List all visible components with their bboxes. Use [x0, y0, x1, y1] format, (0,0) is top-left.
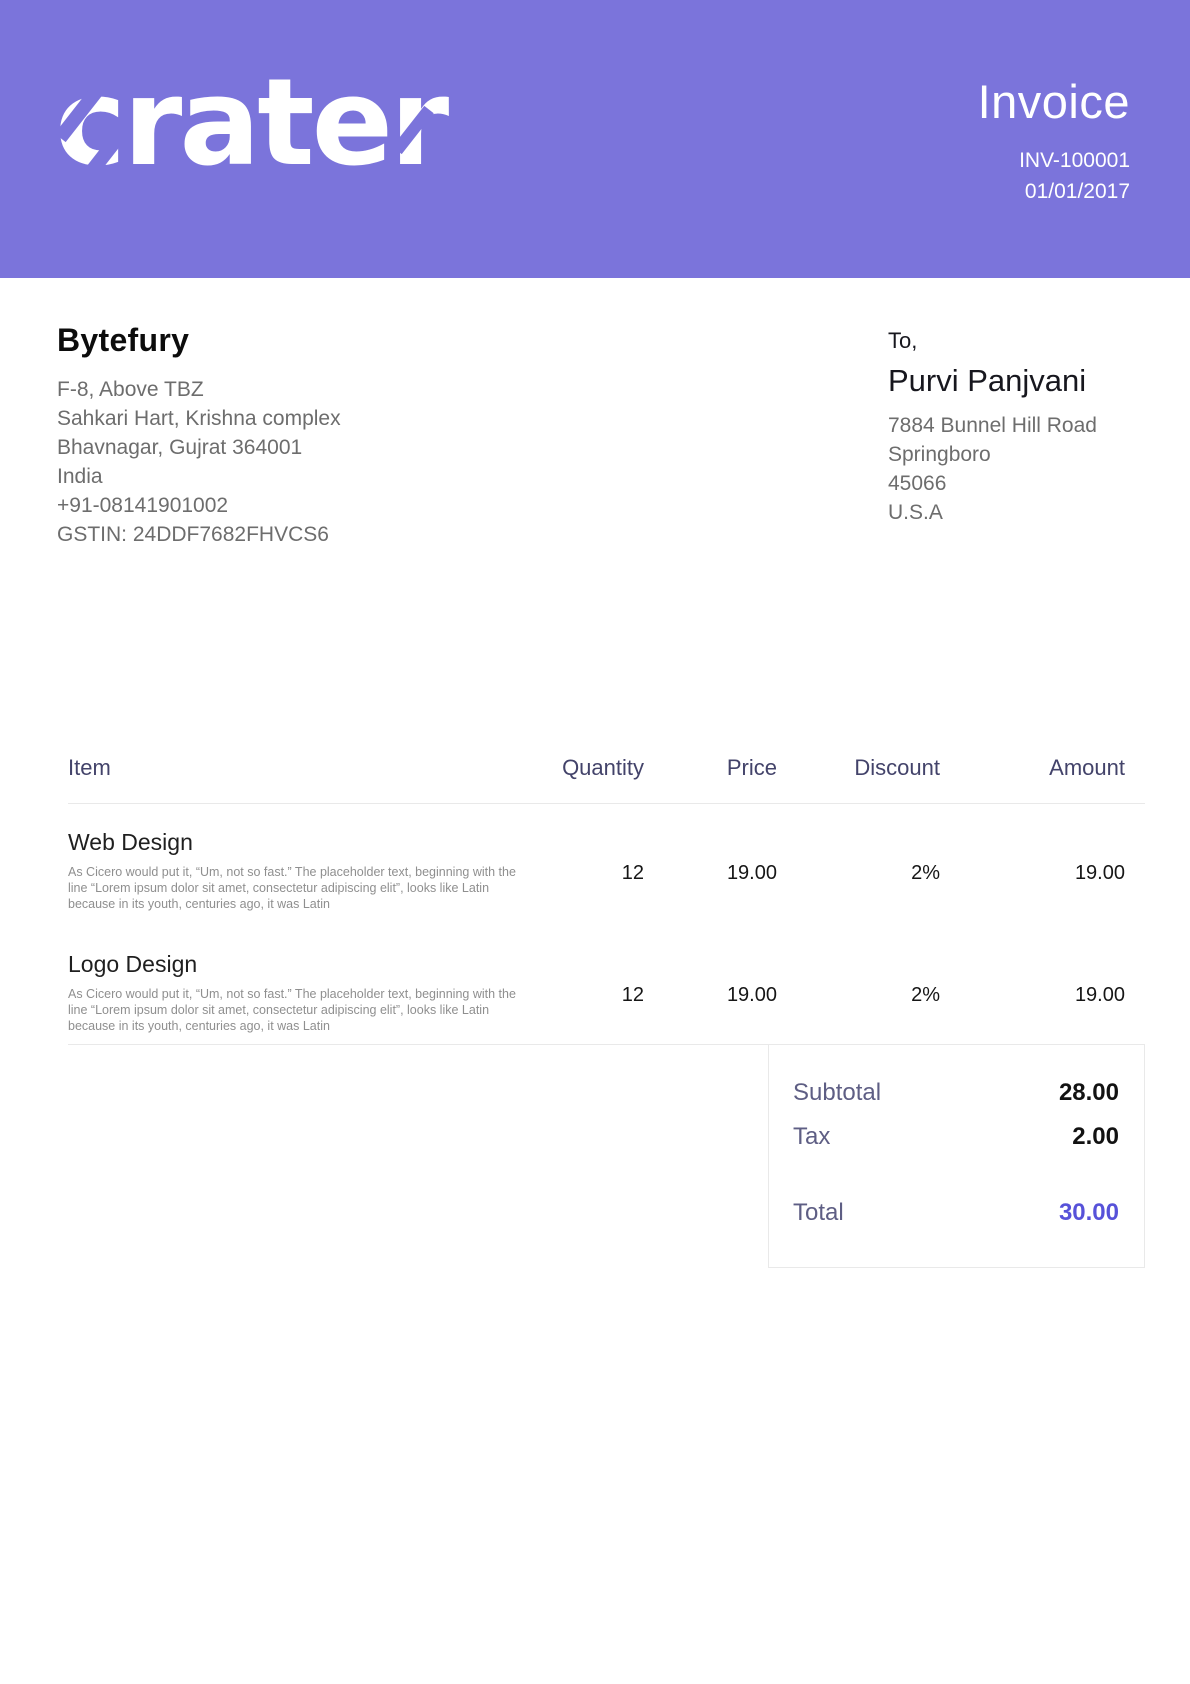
billing-address-line: U.S.A — [888, 501, 943, 524]
invoice-meta: Invoice INV-100001 01/01/2017 — [978, 74, 1130, 207]
billing-address-line: 7884 Bunnel Hill Road — [888, 414, 1097, 437]
company-address-line: Sahkari Hart, Krishna complex — [57, 407, 341, 430]
invoice-title: Invoice — [977, 75, 1130, 128]
item-description: As Cicero would put it, “Um, not so fast… — [68, 865, 516, 911]
company-address: F-8, Above TBZ Sahkari Hart, Krishna com… — [57, 375, 1190, 549]
totals-box: Subtotal 28.00 Tax 2.00 Total 30.00 — [768, 1045, 1145, 1268]
subtotal-row: Subtotal 28.00 — [793, 1079, 1119, 1107]
item-amount: 19.00 — [1074, 862, 1125, 884]
billing-to-label: To, — [888, 328, 918, 353]
tax-value: 2.00 — [1072, 1123, 1119, 1150]
billing-address-line: Springboro — [888, 443, 991, 466]
company-block: Bytefury F-8, Above TBZ Sahkari Hart, Kr… — [57, 322, 1190, 549]
tax-row: Tax 2.00 — [793, 1123, 1119, 1151]
column-header-item: Item — [68, 755, 111, 780]
parties-section: Bytefury F-8, Above TBZ Sahkari Hart, Kr… — [0, 322, 1190, 549]
column-header-quantity: Quantity — [562, 755, 644, 780]
items-table-header: Item Quantity Price Discount Amount — [68, 755, 1145, 804]
item-description: As Cicero would put it, “Um, not so fast… — [68, 987, 516, 1033]
invoice-number: INV-100001 — [1019, 149, 1130, 172]
item-amount: 19.00 — [1074, 984, 1125, 1006]
item-quantity: 12 — [621, 862, 644, 884]
company-address-line: F-8, Above TBZ — [57, 378, 204, 401]
item-price: 19.00 — [726, 862, 777, 884]
total-row: Total 30.00 — [793, 1199, 1119, 1227]
item-discount: 2% — [911, 862, 940, 884]
table-row: Web Design As Cicero would put it, “Um, … — [68, 804, 1145, 912]
tax-label: Tax — [793, 1123, 831, 1150]
item-cell: Logo Design As Cicero would put it, “Um,… — [68, 951, 520, 1034]
item-quantity: 12 — [621, 984, 644, 1006]
billing-block: To, Purvi Panjvani 7884 Bunnel Hill Road… — [888, 328, 1097, 527]
company-gstin: GSTIN: 24DDF7682FHVCS6 — [57, 523, 329, 546]
crater-logo-text: crater — [55, 54, 449, 193]
invoice-date: 01/01/2017 — [1024, 180, 1130, 203]
column-header-price: Price — [726, 755, 777, 780]
subtotal-value: 28.00 — [1058, 1079, 1119, 1106]
crater-logo: crater — [54, 64, 449, 185]
company-name: Bytefury — [57, 322, 190, 358]
item-name: Logo Design — [68, 951, 198, 977]
billing-address: 7884 Bunnel Hill Road Springboro 45066 U… — [888, 411, 1097, 527]
total-label: Total — [793, 1199, 844, 1226]
company-address-line: Bhavnagar, Gujrat 364001 — [57, 436, 303, 459]
item-name: Web Design — [68, 829, 193, 855]
column-header-amount: Amount — [1049, 755, 1125, 780]
billing-name: Purvi Panjvani — [888, 363, 1087, 398]
subtotal-label: Subtotal — [793, 1079, 882, 1106]
company-phone: +91-08141901002 — [57, 494, 229, 517]
item-price: 19.00 — [726, 984, 777, 1006]
table-row: Logo Design As Cicero would put it, “Um,… — [68, 926, 1145, 1034]
company-address-line: India — [57, 465, 103, 488]
column-header-discount: Discount — [854, 755, 940, 780]
total-value: 30.00 — [1058, 1199, 1119, 1226]
item-discount: 2% — [911, 984, 940, 1006]
header-band: crater Invoice INV-100001 01/01/2017 — [0, 0, 1190, 278]
item-cell: Web Design As Cicero would put it, “Um, … — [68, 829, 520, 912]
items-table: Item Quantity Price Discount Amount Web … — [68, 755, 1145, 1045]
billing-address-line: 45066 — [888, 472, 947, 495]
